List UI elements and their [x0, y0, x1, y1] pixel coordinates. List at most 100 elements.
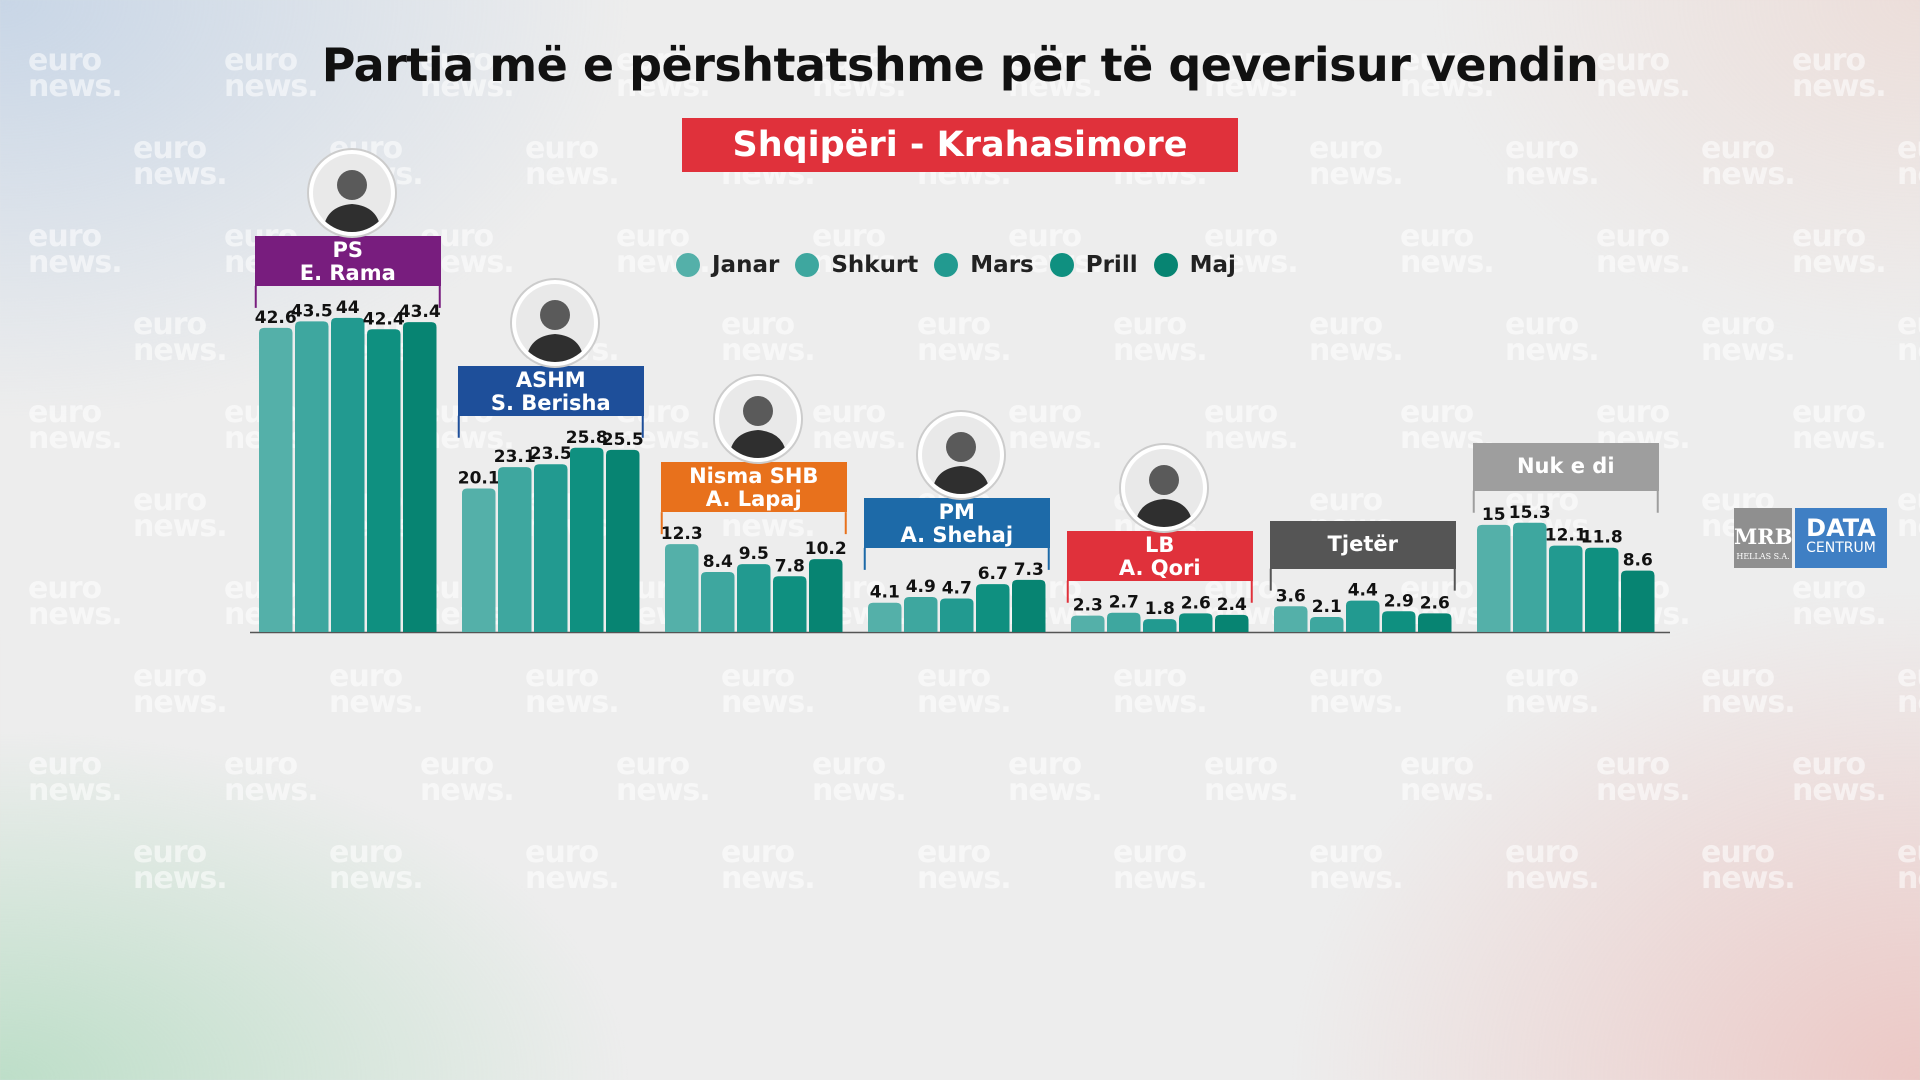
data-label: 23.1	[494, 447, 536, 467]
data-label: 4.1	[870, 583, 900, 603]
data-label: 7.8	[775, 556, 805, 576]
bar	[1071, 615, 1105, 632]
data-label: 11.8	[1581, 528, 1623, 548]
bar	[403, 322, 437, 632]
data-label: 25.8	[566, 428, 608, 448]
data-label: 2.6	[1420, 593, 1450, 613]
bar	[534, 464, 568, 632]
data-label: 20.1	[458, 468, 500, 488]
bar	[976, 584, 1010, 632]
legend-label: Mars	[970, 252, 1034, 278]
bar-group: 12.38.4 9.5 7.810.2	[661, 524, 847, 632]
leader-name: A. Shehaj	[900, 522, 1014, 547]
bar-group: 20.123.123.525.825.5	[458, 428, 644, 632]
party-badge: Nuk e di	[1472, 442, 1659, 491]
data-label: 2.1	[1312, 597, 1342, 617]
bar	[1418, 613, 1452, 632]
chart-subtitle: Shqipëri - Krahasimore	[682, 118, 1238, 172]
centrum-logo-text: CENTRUM	[1806, 540, 1876, 556]
party-badge: LB A. Qori	[1066, 530, 1253, 581]
bar	[1143, 619, 1177, 632]
party-badge: PM A. Shehaj	[863, 497, 1050, 548]
data-label: 44	[336, 298, 360, 318]
bar-group: 2.3 2.7 1.8 2.6 2.4	[1071, 593, 1249, 632]
party-name: LB	[1145, 532, 1175, 557]
bar	[868, 602, 902, 632]
data-label: 12.3	[661, 524, 703, 544]
bar	[904, 597, 938, 632]
data-label: 4.7	[942, 578, 972, 598]
data-label: 23.5	[530, 444, 572, 464]
party-bracket	[660, 512, 847, 535]
mrb-logo: MRB HELLAS S.A.	[1734, 508, 1792, 568]
data-label: 4.9	[906, 577, 936, 597]
bar	[773, 576, 807, 632]
leader-avatar-icon	[917, 411, 1004, 498]
data-label: 2.3	[1073, 596, 1103, 616]
mrb-logo-subtext: HELLAS S.A.	[1736, 552, 1790, 561]
legend-swatch	[1153, 253, 1178, 277]
data-label: 6.7	[978, 564, 1008, 584]
bar	[737, 564, 771, 632]
bar	[331, 317, 365, 632]
party-bracket	[1269, 568, 1456, 591]
data-label: 9.5	[739, 544, 769, 564]
bar	[1585, 547, 1619, 632]
legend-item: Mars	[934, 252, 1034, 278]
bar	[462, 488, 496, 632]
bar	[1215, 614, 1249, 632]
party-bracket	[254, 285, 441, 308]
bar	[259, 327, 293, 632]
data-label: 7.3	[1014, 560, 1044, 580]
legend-item: Janar	[676, 252, 779, 278]
data-label: 4.4	[1348, 581, 1378, 601]
legend-swatch	[934, 253, 959, 277]
data-label: 42.4	[363, 309, 405, 329]
bar	[1621, 570, 1655, 632]
data-label: 1.8	[1145, 599, 1175, 619]
leader-avatar-icon	[511, 279, 598, 366]
leader-avatar-icon	[714, 376, 801, 463]
party-name: Tjetër	[1327, 532, 1398, 557]
party-badge: PS E. Rama	[254, 235, 441, 286]
bar	[1274, 606, 1308, 632]
data-label: 2.9	[1384, 591, 1414, 611]
bar	[1477, 524, 1511, 632]
bar-group: 4.1 4.9 4.7 6.7 7.3	[868, 560, 1046, 632]
legend-swatch	[676, 253, 700, 277]
bar	[1549, 545, 1583, 632]
leader-avatar-icon	[1120, 444, 1207, 531]
bar	[570, 447, 604, 632]
bar	[606, 449, 640, 632]
party-badge: ASHM S. Berisha	[457, 365, 644, 416]
data-label: 25.5	[602, 430, 644, 450]
bar	[498, 467, 532, 632]
bar	[295, 321, 329, 632]
party-badge: Nisma SHB A. Lapaj	[660, 462, 847, 513]
legend-label: Shkurt	[831, 252, 919, 278]
legend-label: Prill	[1085, 252, 1138, 278]
data-label: 3.6	[1276, 586, 1306, 606]
data-label: 15.3	[1509, 503, 1551, 523]
bar-group: 3.6 2.1 4.4 2.9 2.6	[1274, 581, 1452, 632]
party-name: PS	[332, 237, 363, 262]
bar	[701, 572, 735, 632]
bar-group: 15 15.3 12.111.88.6	[1477, 503, 1655, 632]
bar	[940, 598, 974, 632]
party-bracket	[1066, 580, 1253, 603]
legend-swatch	[795, 253, 820, 277]
bar	[809, 559, 843, 632]
bar	[1310, 617, 1344, 632]
data-label: 2.4	[1217, 595, 1247, 615]
data-label: 2.7	[1109, 593, 1139, 613]
data-label: 43.4	[399, 302, 441, 322]
bar	[1012, 579, 1046, 632]
data-label: 15	[1482, 505, 1506, 525]
data-label: 12.1	[1545, 526, 1587, 546]
party-name: PM	[938, 499, 975, 524]
legend-item: Shkurt	[795, 252, 918, 278]
data-label: 10.2	[805, 539, 847, 559]
data-centrum-logo: DATA CENTRUM	[1795, 508, 1887, 568]
